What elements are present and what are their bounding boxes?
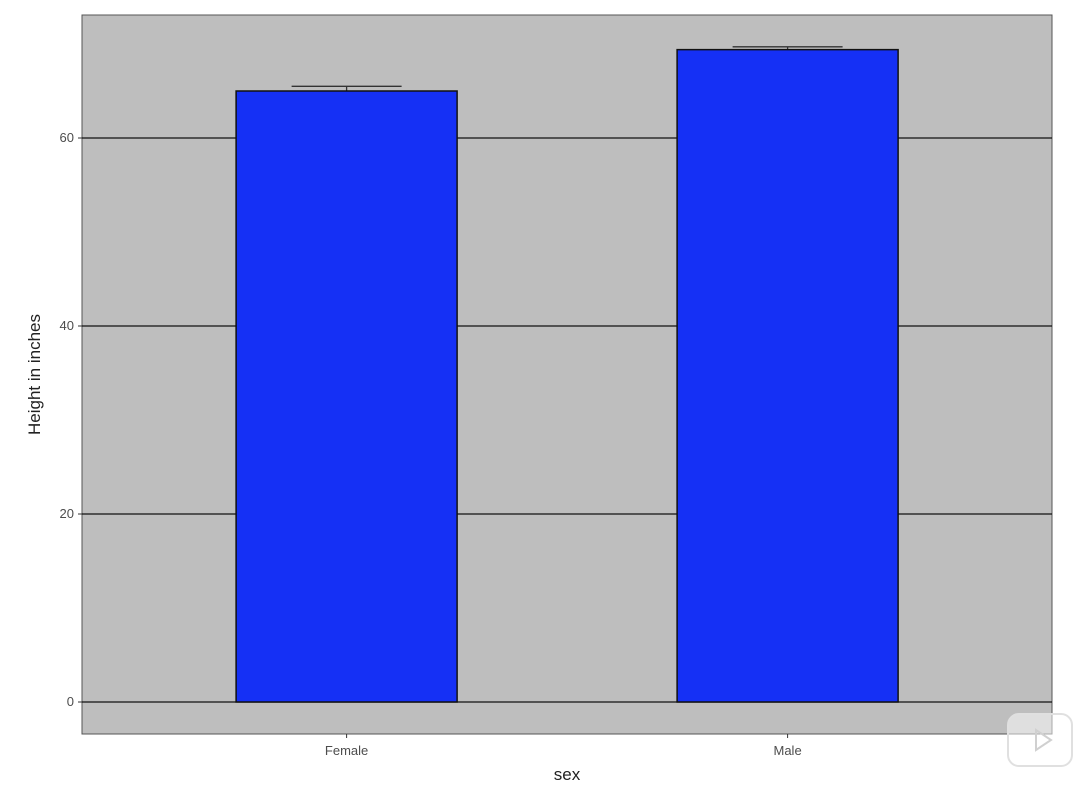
y-axis-label: Height in inches: [25, 314, 44, 435]
bar-female: [235, 90, 458, 703]
x-tick-label: Male: [774, 743, 802, 758]
y-tick-label: 0: [67, 694, 74, 709]
x-axis-label: sex: [554, 765, 581, 784]
plot-panel: [81, 14, 1053, 735]
y-tick-label: 60: [60, 130, 74, 145]
bar-male: [676, 48, 899, 703]
x-tick-label: Female: [325, 743, 368, 758]
play-button[interactable]: [1007, 713, 1073, 767]
y-tick-label: 20: [60, 506, 74, 521]
y-tick-label: 40: [60, 318, 74, 333]
play-icon: [1035, 728, 1053, 752]
